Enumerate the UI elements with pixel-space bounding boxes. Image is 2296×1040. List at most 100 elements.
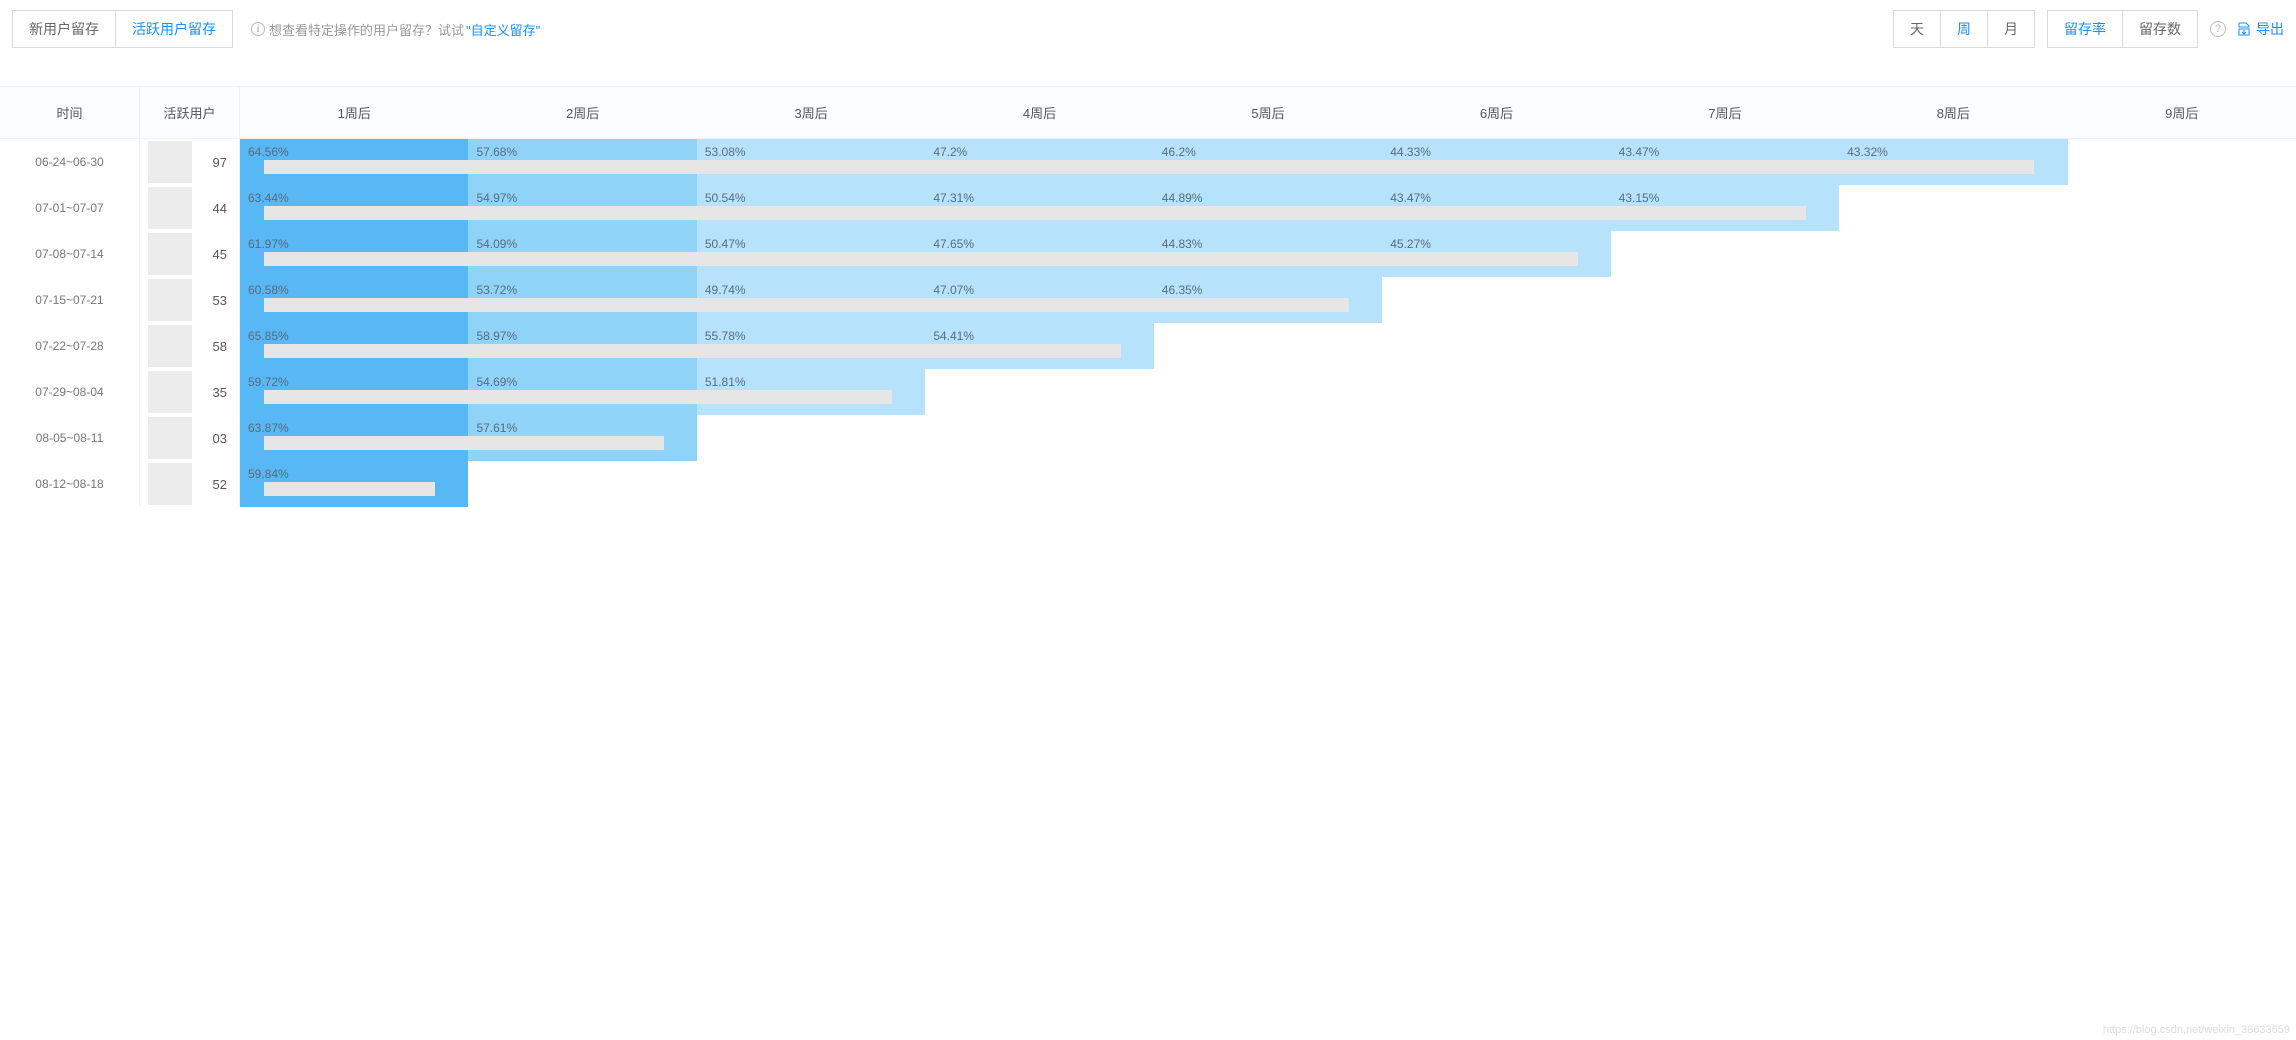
retention-cell-value: 47.07% [925, 277, 1153, 323]
period-month[interactable]: 月 [1987, 11, 2034, 47]
retention-cell-value: 55.78% [697, 323, 925, 369]
retention-cell-value [1382, 323, 1610, 369]
retention-percent: 45.27% [1390, 237, 1431, 251]
retention-percent: 51.81% [705, 375, 746, 389]
retention-percent: 50.54% [705, 191, 746, 205]
cell-active-users: 03 [140, 415, 240, 461]
retention-cell-value [468, 461, 696, 507]
retention-percent: 57.61% [476, 421, 517, 435]
retention-percent: 64.56% [248, 145, 289, 159]
retention-cell: 63.87% [240, 415, 468, 461]
retention-cell [2068, 461, 2296, 507]
table-row: 07-15~07-215360.58%53.72%49.74%47.07%46.… [0, 277, 2296, 323]
retention-cell-value: 43.32% [1839, 139, 2067, 185]
metric-count[interactable]: 留存数 [2122, 11, 2197, 47]
export-button[interactable]: 导出 [2236, 19, 2284, 39]
retention-cell: 50.54% [697, 185, 925, 231]
retention-cell-value [1839, 415, 2067, 461]
retention-cell-value: 54.41% [925, 323, 1153, 369]
retention-cell: 64.56% [240, 139, 468, 185]
retention-cell-value: 50.54% [697, 185, 925, 231]
retention-cell-value [2068, 277, 2296, 323]
retention-percent: 43.47% [1390, 191, 1431, 205]
retention-cell: 44.89% [1154, 185, 1382, 231]
retention-cell-value [2068, 139, 2296, 185]
retention-cell-value [1611, 277, 1839, 323]
retention-percent: 44.89% [1162, 191, 1203, 205]
retention-cell: 57.61% [468, 415, 696, 461]
retention-cell-value [1611, 461, 1839, 507]
retention-cell-value [697, 415, 925, 461]
retention-cell: 44.83% [1154, 231, 1382, 277]
retention-percent: 58.97% [476, 329, 517, 343]
header-week-3: 3周后 [697, 87, 925, 138]
info-icon: i [251, 22, 265, 36]
retention-cell-value [1839, 369, 2067, 415]
retention-percent: 47.65% [933, 237, 974, 251]
export-icon [2236, 21, 2252, 37]
retention-cell [2068, 139, 2296, 185]
retention-percent: 54.09% [476, 237, 517, 251]
table-row: 07-29~08-043559.72%54.69%51.81% [0, 369, 2296, 415]
retention-cell: 51.81% [697, 369, 925, 415]
retention-percent: 60.58% [248, 283, 289, 297]
retention-cell: 53.08% [697, 139, 925, 185]
retention-cell-value: 63.87% [240, 415, 468, 461]
retention-cell-value: 46.2% [1154, 139, 1382, 185]
retention-percent: 46.35% [1162, 283, 1203, 297]
retention-cell: 54.69% [468, 369, 696, 415]
cell-active-users: 52 [140, 461, 240, 507]
retention-cell-value: 64.56% [240, 139, 468, 185]
retention-cell-value [1382, 369, 1610, 415]
tab-active-user-retention[interactable]: 活跃用户留存 [115, 11, 232, 47]
retention-cell-value: 43.15% [1611, 185, 1839, 231]
retention-cell-value: 43.47% [1611, 139, 1839, 185]
retention-cell: 59.72% [240, 369, 468, 415]
retention-cell [1611, 231, 1839, 277]
retention-cell-value [2068, 415, 2296, 461]
retention-cell-value [925, 415, 1153, 461]
retention-body: 06-24~06-309764.56%57.68%53.08%47.2%46.2… [0, 139, 2296, 507]
period-day[interactable]: 天 [1894, 11, 1940, 47]
retention-percent: 63.87% [248, 421, 289, 435]
retention-cell-value [2068, 185, 2296, 231]
retention-percent: 59.72% [248, 375, 289, 389]
help-icon[interactable]: ? [2210, 21, 2226, 37]
retention-cell [925, 461, 1153, 507]
retention-cell-value: 44.33% [1382, 139, 1610, 185]
table-row: 07-22~07-285865.85%58.97%55.78%54.41% [0, 323, 2296, 369]
retention-cell-value: 44.89% [1154, 185, 1382, 231]
tab-new-user-retention[interactable]: 新用户留存 [13, 11, 115, 47]
retention-cell-value: 59.72% [240, 369, 468, 415]
retention-cell-value: 57.68% [468, 139, 696, 185]
retention-cell-value: 50.47% [697, 231, 925, 277]
retention-cell: 45.27% [1382, 231, 1610, 277]
retention-cell-value: 51.81% [697, 369, 925, 415]
retention-cell [1839, 277, 2067, 323]
retention-cell-value [1611, 369, 1839, 415]
retention-percent: 47.07% [933, 283, 974, 297]
custom-retention-hint: i 想查看特定操作的用户留存？试试 "自定义留存" [251, 20, 540, 39]
retention-cell-value: 47.65% [925, 231, 1153, 277]
retention-percent: 47.2% [933, 145, 967, 159]
header-week-9: 9周后 [2068, 87, 2296, 138]
retention-cell: 57.68% [468, 139, 696, 185]
retention-percent: 63.44% [248, 191, 289, 205]
retention-cell-value [1154, 323, 1382, 369]
retention-cell: 54.41% [925, 323, 1153, 369]
retention-cell: 60.58% [240, 277, 468, 323]
cell-active-users: 35 [140, 369, 240, 415]
retention-percent: 55.78% [705, 329, 746, 343]
cell-time: 06-24~06-30 [0, 139, 140, 185]
retention-percent: 50.47% [705, 237, 746, 251]
retention-cell-value [1839, 461, 2067, 507]
retention-cell: 59.84% [240, 461, 468, 507]
retention-percent: 44.33% [1390, 145, 1431, 159]
period-week[interactable]: 周 [1940, 11, 1987, 47]
retention-cell-value [925, 369, 1153, 415]
custom-retention-link[interactable]: "自定义留存" [466, 20, 540, 39]
metric-rate[interactable]: 留存率 [2048, 11, 2122, 47]
table-row: 07-08~07-144561.97%54.09%50.47%47.65%44.… [0, 231, 2296, 277]
retention-cell-value [1839, 323, 2067, 369]
retention-cell-value [1839, 185, 2067, 231]
